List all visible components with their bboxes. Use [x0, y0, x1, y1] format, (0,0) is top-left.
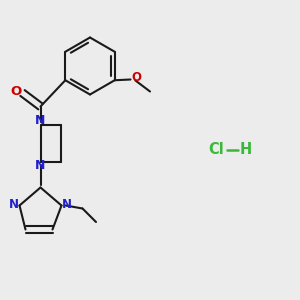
Text: N: N: [62, 198, 72, 211]
Text: N: N: [35, 159, 45, 172]
Text: O: O: [10, 85, 22, 98]
Text: O: O: [132, 70, 142, 84]
Text: N: N: [9, 198, 19, 211]
Text: H: H: [239, 142, 251, 158]
Text: Cl: Cl: [208, 142, 224, 158]
Text: N: N: [35, 114, 45, 127]
